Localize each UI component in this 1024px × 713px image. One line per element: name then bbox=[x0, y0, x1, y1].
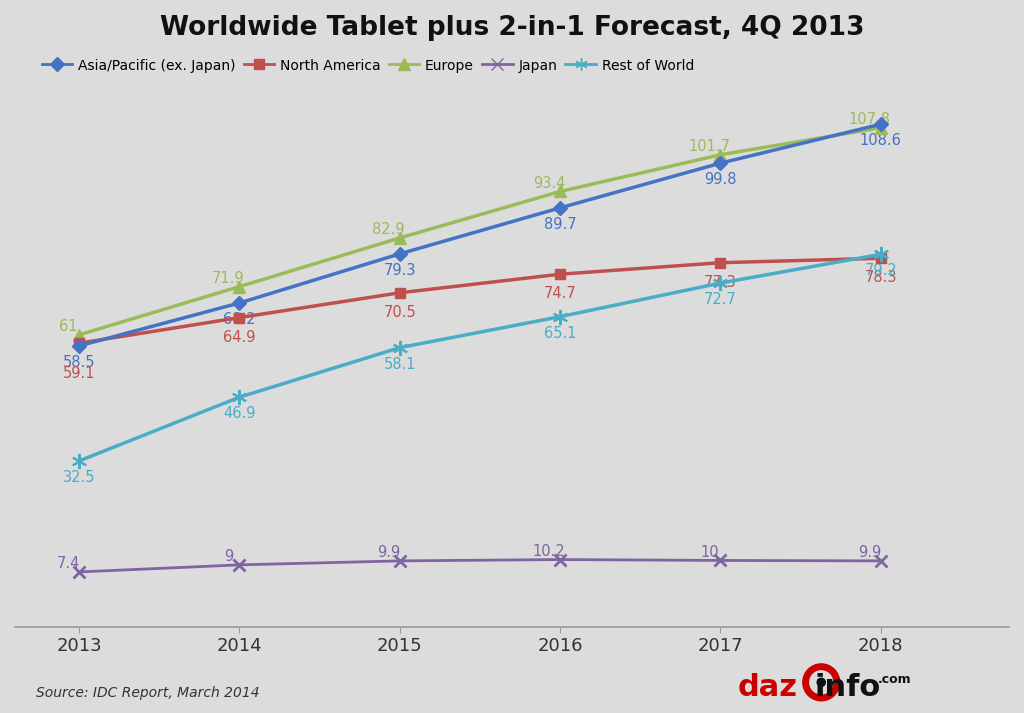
Text: 71.9: 71.9 bbox=[212, 271, 245, 286]
Text: 82.9: 82.9 bbox=[373, 222, 404, 237]
Circle shape bbox=[803, 664, 840, 701]
Text: 64.9: 64.9 bbox=[223, 329, 256, 344]
Text: 46.9: 46.9 bbox=[223, 406, 256, 421]
Text: 58.5: 58.5 bbox=[62, 355, 95, 370]
Text: 72.7: 72.7 bbox=[703, 292, 737, 307]
Title: Worldwide Tablet plus 2-in-1 Forecast, 4Q 2013: Worldwide Tablet plus 2-in-1 Forecast, 4… bbox=[160, 15, 864, 41]
Text: 68.2: 68.2 bbox=[223, 312, 256, 327]
Text: 9: 9 bbox=[223, 549, 233, 564]
Text: .com: .com bbox=[878, 673, 911, 686]
Text: 74.7: 74.7 bbox=[544, 286, 577, 301]
Legend: Asia/Pacific (ex. Japan), North America, Europe, Japan, Rest of World: Asia/Pacific (ex. Japan), North America,… bbox=[42, 58, 694, 73]
Text: 9.9: 9.9 bbox=[858, 545, 882, 560]
Text: 107.8: 107.8 bbox=[849, 112, 891, 127]
Text: 79.3: 79.3 bbox=[384, 263, 416, 278]
Text: 99.8: 99.8 bbox=[705, 173, 736, 188]
Text: 79.2: 79.2 bbox=[864, 264, 897, 279]
Text: 58.1: 58.1 bbox=[384, 356, 416, 371]
Text: 10: 10 bbox=[700, 545, 719, 560]
Text: 32.5: 32.5 bbox=[62, 470, 95, 485]
Text: 78.3: 78.3 bbox=[864, 270, 897, 285]
Text: 10.2: 10.2 bbox=[532, 544, 565, 559]
Text: daz: daz bbox=[737, 673, 798, 702]
Text: 108.6: 108.6 bbox=[860, 133, 902, 148]
Text: 9.9: 9.9 bbox=[377, 545, 400, 560]
Text: 77.3: 77.3 bbox=[705, 275, 736, 289]
Text: Source: IDC Report, March 2014: Source: IDC Report, March 2014 bbox=[36, 686, 259, 700]
Text: 101.7: 101.7 bbox=[688, 139, 730, 154]
Text: 89.7: 89.7 bbox=[544, 217, 577, 232]
Circle shape bbox=[817, 678, 825, 687]
Text: 70.5: 70.5 bbox=[383, 304, 416, 319]
Text: 93.4: 93.4 bbox=[532, 175, 565, 190]
Text: 7.4: 7.4 bbox=[56, 556, 80, 571]
Text: 61: 61 bbox=[58, 319, 77, 334]
Circle shape bbox=[810, 671, 833, 694]
Text: 59.1: 59.1 bbox=[62, 366, 95, 381]
Text: info: info bbox=[814, 673, 881, 702]
Text: 65.1: 65.1 bbox=[544, 326, 577, 341]
